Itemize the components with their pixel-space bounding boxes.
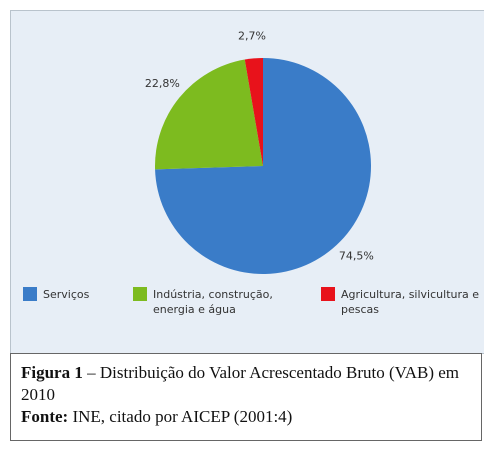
source-text: INE, citado por AICEP (2001:4) bbox=[72, 407, 293, 426]
pie-slice bbox=[155, 58, 371, 275]
data-label: 2,7% bbox=[238, 29, 266, 42]
figure-text: – Distribuição do Valor Acrescentado Bru… bbox=[21, 363, 459, 404]
caption: Figura 1 – Distribuição do Valor Acresce… bbox=[10, 353, 482, 441]
legend-item: Indústria, construção, energia e água bbox=[133, 287, 313, 317]
legend-swatch bbox=[321, 287, 335, 301]
data-label: 74,5% bbox=[339, 249, 374, 262]
legend-item: Serviços bbox=[23, 287, 133, 302]
pie-slice bbox=[244, 58, 263, 166]
legend-label: Indústria, construção, energia e água bbox=[153, 288, 273, 316]
legend-label: Agricultura, silvicultura e pescas bbox=[341, 288, 479, 316]
data-label: 22,8% bbox=[145, 77, 180, 90]
figure-label: Figura 1 bbox=[21, 363, 83, 382]
legend-swatch bbox=[133, 287, 147, 301]
legend-label: Serviços bbox=[43, 288, 90, 301]
legend-swatch bbox=[23, 287, 37, 301]
chart: 74,5% 22,8% 2,7% Serviços Indústria, constr… bbox=[10, 10, 484, 354]
pie-chart: 74,5% 22,8% 2,7% bbox=[145, 29, 374, 275]
pie-slice bbox=[155, 59, 263, 170]
legend-item: Agricultura, silvicultura e pescas bbox=[321, 287, 484, 317]
source-label: Fonte: bbox=[21, 407, 69, 426]
